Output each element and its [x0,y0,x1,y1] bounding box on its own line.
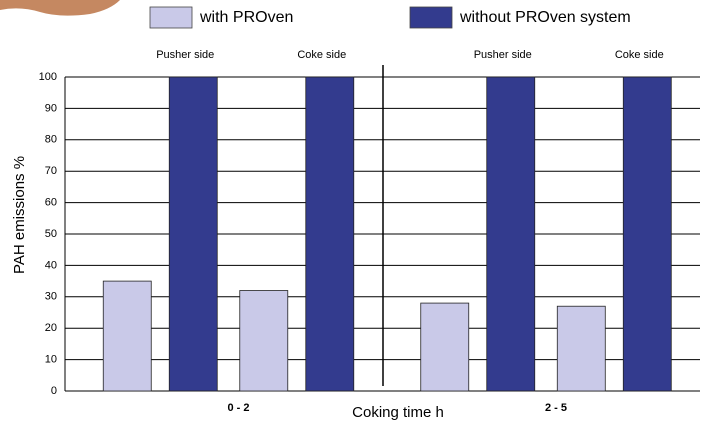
bar [487,77,535,391]
bar [103,281,151,391]
y-tick-label: 40 [45,259,57,271]
bar [557,306,605,391]
y-tick-label: 60 [45,197,57,209]
y-tick-label: 30 [45,291,57,303]
y-tick-label: 50 [45,228,57,240]
y-tick-label: 100 [39,71,57,83]
x-axis-title: Coking time h [352,404,444,421]
category-label: Coke side [297,49,346,61]
legend-swatch [150,7,192,28]
y-tick-label: 80 [45,134,57,146]
chart: Coking time h PAH emissions % 0 10 20 30 40 5… [0,0,702,423]
y-tick-label: 0 [51,385,57,397]
y-axis-title: PAH emissions % [11,156,28,274]
bar [240,291,288,391]
group-label: 2 - 5 [545,402,567,414]
legend-label: without PROven system [459,9,631,26]
category-label: Pusher side [156,49,214,61]
y-tick-label: 20 [45,322,57,334]
bar [306,77,354,391]
bar [623,77,671,391]
y-tick-label: 10 [45,354,57,366]
bar [421,303,469,391]
y-tick-label: 70 [45,165,57,177]
category-label: Pusher side [474,49,532,61]
bar [169,77,217,391]
legend-label: with PROven [199,9,293,26]
decor-fragment [0,0,120,16]
category-label: Coke side [615,49,664,61]
group-label: 0 - 2 [228,402,250,414]
legend-swatch [410,7,452,28]
y-tick-label: 90 [45,102,57,114]
